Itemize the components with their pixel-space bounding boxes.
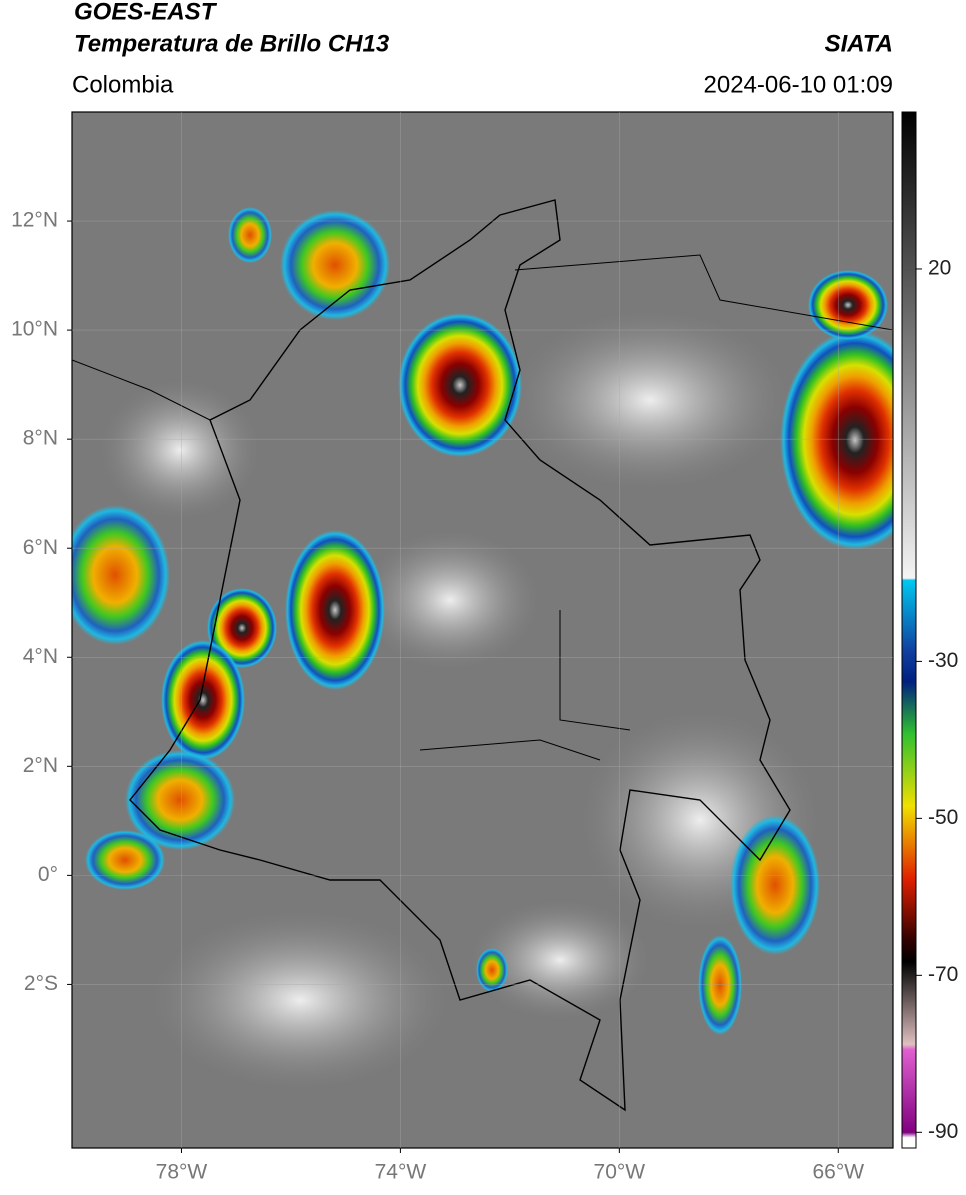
storm-cell xyxy=(398,313,522,457)
datetime-label: 2024-06-10 01:09 xyxy=(704,71,894,98)
storm-cell xyxy=(285,530,385,690)
colorbar-tick-label: -30 xyxy=(928,649,958,672)
x-tick-label: 66°W xyxy=(812,1161,864,1184)
cloud-patch xyxy=(510,310,790,490)
x-tick-label: 78°W xyxy=(156,1161,208,1184)
cloud-patch xyxy=(470,900,650,1020)
satellite-title: GOES-EAST xyxy=(74,0,218,25)
border-line xyxy=(72,254,893,761)
y-tick-label: 12°N xyxy=(11,209,58,232)
colorbar-tick-label: -50 xyxy=(928,806,958,829)
storm-cell xyxy=(207,588,277,668)
y-tick-label: 6°N xyxy=(23,536,58,559)
storm-cell xyxy=(808,270,888,340)
y-tick-label: 0° xyxy=(38,863,58,886)
storm-cell xyxy=(72,505,170,645)
colorbar-tick-label: -90 xyxy=(928,1120,958,1143)
agency-label: SIATA xyxy=(825,30,893,57)
x-tick-label: 70°W xyxy=(594,1161,646,1184)
x-tick-label: 74°W xyxy=(375,1161,427,1184)
storm-cell xyxy=(85,830,165,890)
colorbar-tick-label: 20 xyxy=(928,257,951,280)
storm-cell xyxy=(780,330,893,550)
cloud-patch xyxy=(360,530,540,670)
y-tick-label: 8°N xyxy=(23,427,58,450)
y-tick-label: 2°S xyxy=(24,972,58,995)
colorbar-tick-label: -70 xyxy=(928,963,958,986)
colorbar xyxy=(901,111,917,1149)
storm-cell xyxy=(125,750,235,850)
storm-cell xyxy=(698,935,742,1035)
region-label: Colombia xyxy=(72,71,174,98)
storm-cell xyxy=(476,948,508,992)
country-border xyxy=(129,199,791,1112)
y-tick-label: 10°N xyxy=(11,318,58,341)
storm-cell xyxy=(730,815,820,955)
product-title: Temperatura de Brillo CH13 xyxy=(74,30,390,57)
cloud-patch xyxy=(100,380,260,520)
map-frame xyxy=(71,111,894,1149)
map-imagery xyxy=(72,112,893,1148)
storm-cell xyxy=(228,207,272,263)
storm-cell xyxy=(161,640,245,760)
storm-cell xyxy=(280,210,390,320)
cloud-patch xyxy=(150,910,450,1090)
y-tick-label: 2°N xyxy=(23,754,58,777)
y-tick-label: 4°N xyxy=(23,645,58,668)
